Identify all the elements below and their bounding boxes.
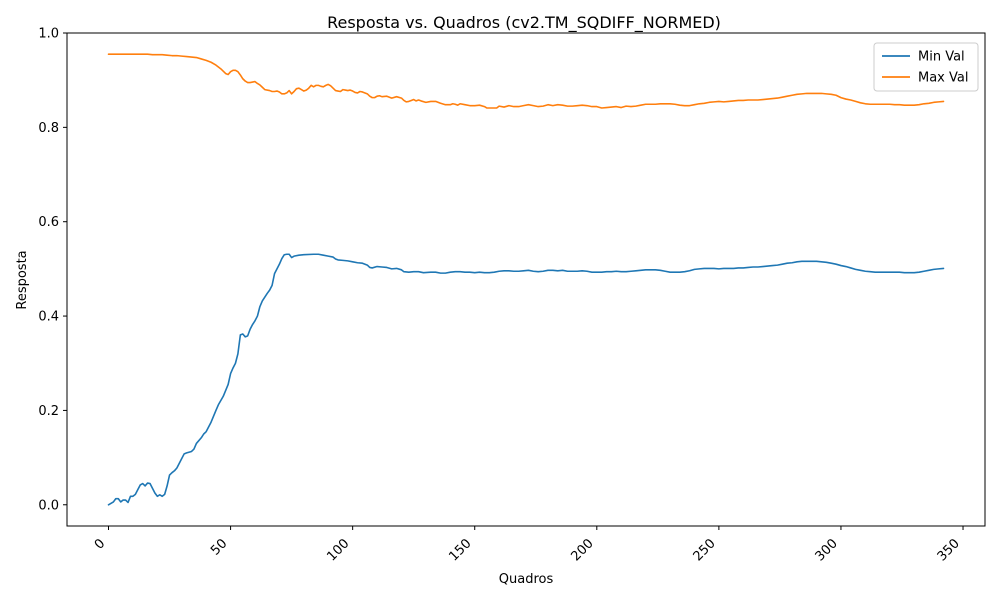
x-tick-label: 200: [568, 536, 596, 564]
y-tick-label: 0.6: [38, 215, 59, 230]
series-layer: [107, 53, 945, 506]
x-tick-label: 350: [935, 536, 963, 564]
y-tick-label: 0.8: [38, 121, 59, 136]
y-tick-label: 0.2: [38, 404, 59, 419]
legend-label: Min Val: [918, 50, 965, 65]
x-tick-label: 150: [446, 536, 474, 564]
y-tick-label: 0.4: [38, 310, 59, 325]
x-tick-label: 100: [324, 536, 352, 564]
x-axis: 0 50 100 150 200 250 300 350: [92, 526, 964, 564]
x-tick-label: 50: [208, 536, 230, 558]
y-tick-label: 1.0: [38, 27, 59, 42]
series-line-min-val: [107, 253, 945, 506]
legend-box: [873, 42, 979, 92]
y-axis-label: Resposta: [15, 250, 30, 309]
x-tick-label: 300: [813, 536, 841, 564]
x-tick-label: 0: [92, 536, 108, 552]
y-tick-label: 0.0: [38, 498, 59, 513]
chart-title: Resposta vs. Quadros (cv2.TM_SQDIFF_NORM…: [327, 13, 721, 33]
plot-frame: [66, 32, 986, 527]
series-line-max-val: [107, 53, 945, 109]
legend: Min Val Max Val: [873, 42, 979, 92]
legend-label: Max Val: [918, 71, 968, 86]
x-axis-label: Quadros: [499, 572, 554, 587]
x-tick-label: 250: [691, 536, 719, 564]
y-axis: 0.0 0.2 0.4 0.6 0.8 1.0: [38, 27, 67, 513]
